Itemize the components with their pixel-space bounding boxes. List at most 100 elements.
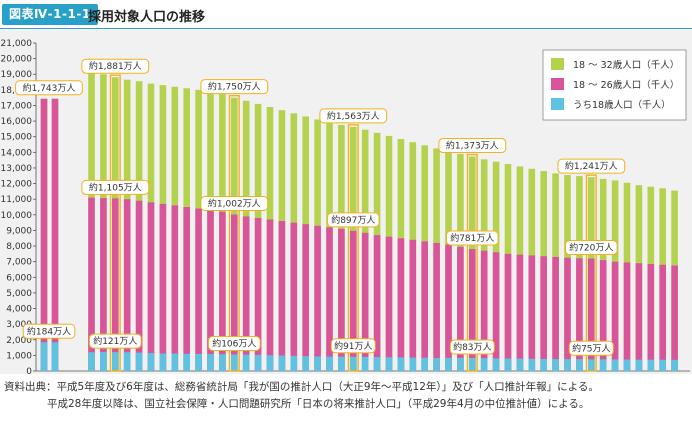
bar-18-26 <box>51 98 59 371</box>
bar-18 <box>302 356 309 371</box>
bar-18 <box>112 352 119 371</box>
bar-18-26 <box>445 244 452 371</box>
bar-18 <box>576 359 583 371</box>
annotation-box <box>200 195 269 211</box>
figure-header: 図表Ⅳ-1-1-1 採用対象人口の推移 <box>0 0 692 30</box>
bar-18-26 <box>338 228 345 371</box>
bar-18-26 <box>314 225 321 371</box>
bar-18-26 <box>171 205 179 371</box>
highlight-outline <box>109 74 121 372</box>
annotation-box <box>22 323 76 339</box>
bar-18-26 <box>373 235 381 371</box>
y-tick-label: 8,000 <box>6 242 32 252</box>
annotation-label: 約1,881万人 <box>89 60 142 72</box>
bar-18-26 <box>528 255 536 371</box>
bar-18-26 <box>112 198 119 371</box>
bar-18-26 <box>278 221 286 371</box>
bar-18-26 <box>88 197 95 371</box>
legend-swatch <box>551 78 564 90</box>
annotation-label: 約75万人 <box>572 342 610 354</box>
bar-18-26 <box>385 236 393 371</box>
bar-18-26 <box>147 202 155 371</box>
bar-18 <box>88 352 95 371</box>
bar-18 <box>254 354 262 371</box>
bar-18 <box>528 358 536 371</box>
y-tick-label: 1,000 <box>6 351 32 361</box>
y-tick-label: 0 <box>26 367 32 374</box>
bar-18 <box>123 352 131 371</box>
y-tick-label: 20,000 <box>1 55 33 65</box>
bar-18-26 <box>242 216 250 371</box>
annotation-label: 約91万人 <box>334 340 372 352</box>
bar-18-26 <box>659 264 666 371</box>
bar-18 <box>409 357 417 371</box>
bar-18-26 <box>457 246 464 371</box>
bar-18 <box>278 355 286 371</box>
bar-18 <box>492 358 500 371</box>
bar-18 <box>588 359 595 371</box>
annotation-label: 約720万人 <box>569 242 613 254</box>
source-line-1: 資料出典：平成5年度及び6年度は、総務省統計局「我が国の推計人口（大正9年〜平成… <box>4 381 599 393</box>
bar-18 <box>397 357 405 371</box>
annotation-box <box>446 230 499 246</box>
bar-18 <box>599 359 607 371</box>
bar-18 <box>480 358 488 371</box>
y-tick-label: 12,000 <box>1 180 33 190</box>
bar-18 <box>635 359 643 371</box>
bar-18 <box>147 353 155 371</box>
bar-18 <box>623 359 631 371</box>
y-tick-label: 14,000 <box>1 148 33 158</box>
bar-18 <box>314 356 321 371</box>
highlight-outline <box>466 153 478 372</box>
annotation-box <box>438 138 507 154</box>
bar-18 <box>516 358 524 371</box>
annotation-box <box>15 80 83 96</box>
bar-18 <box>159 353 167 371</box>
figure-number-badge: 図表Ⅳ-1-1-1 <box>2 4 98 25</box>
bar-18-26 <box>159 203 167 371</box>
bar-18-26 <box>492 252 500 371</box>
annotation-box <box>327 212 380 228</box>
annotation-label: 約106万人 <box>212 337 256 349</box>
annotation-box <box>557 158 626 174</box>
bar-18-26 <box>576 258 583 371</box>
annotation-label: 約83万人 <box>453 341 491 353</box>
highlight-outline <box>585 174 597 372</box>
population-chart: 0 1,000 2,000 3,000 4,000 5,000 6,000 7,000 8,00… <box>1 39 690 374</box>
y-tick-label: 6,000 <box>6 273 32 283</box>
legend-label: 18 〜 32歳人口（千人） <box>573 59 679 71</box>
bar-18-26 <box>480 250 488 371</box>
bar-18 <box>231 354 238 371</box>
bar-18-26 <box>671 265 678 371</box>
annotation-box <box>565 240 618 256</box>
bar-18-26 <box>623 262 631 371</box>
bar-18 <box>135 352 143 371</box>
bar-18-26 <box>254 217 262 371</box>
bar-18-26 <box>231 214 238 371</box>
bar-18 <box>219 354 226 371</box>
bar-18-26 <box>40 98 48 371</box>
bar-18 <box>540 358 547 371</box>
annotation-box <box>89 333 142 349</box>
annotation-label: 約1,002万人 <box>208 197 261 209</box>
y-tick-label: 15,000 <box>1 133 33 143</box>
source-note: 資料出典：平成5年度及び6年度は、総務省統計局「我が国の推計人口（大正9年〜平成… <box>4 379 599 413</box>
annotation-box <box>208 335 261 351</box>
y-tick-label: 2,000 <box>6 336 32 346</box>
bar-18 <box>385 357 393 371</box>
annotation-label: 約184万人 <box>27 325 71 337</box>
legend-box <box>542 49 687 121</box>
y-tick-label: 16,000 <box>1 117 33 127</box>
bar-18-26 <box>433 242 440 371</box>
bar-18-26 <box>207 210 214 371</box>
annotation-label: 約1,750万人 <box>208 81 261 93</box>
bar-18-26 <box>326 227 333 371</box>
legend-swatch <box>551 98 564 110</box>
bar-18 <box>350 356 357 371</box>
y-tick-label: 21,000 <box>1 39 33 49</box>
bar-18 <box>564 359 571 371</box>
y-tick-label: 19,000 <box>1 70 33 80</box>
bar-18-26 <box>361 232 369 371</box>
y-tick-label: 4,000 <box>6 305 32 315</box>
bar-18-26 <box>647 264 655 371</box>
